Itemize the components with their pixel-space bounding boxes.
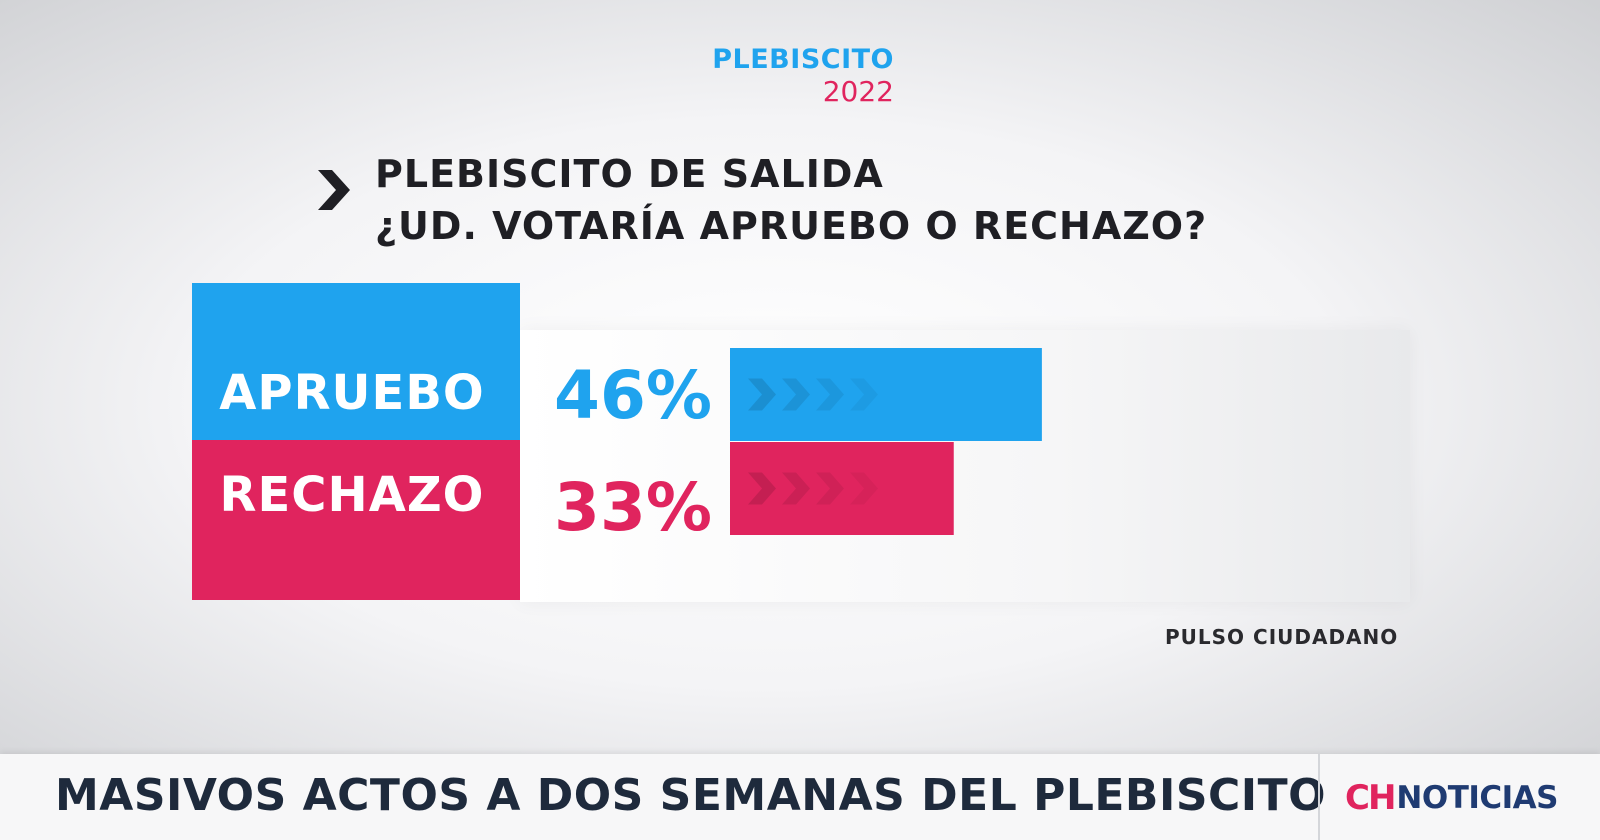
value-label-apruebo: 46% [554,357,712,434]
value-label-rechazo: 33% [554,469,712,546]
plebiscito-brand: PLEBISCITO 2022 [704,44,894,108]
brand-line2: 2022 [822,75,894,108]
chevrons-icon [782,378,810,411]
chevrons-icon [816,472,844,505]
chevrons-icon [816,378,844,411]
chevrons-icon [850,472,878,505]
ticker-headline: MASIVOS ACTOS A DOS SEMANAS DEL PLEBISCI… [55,770,1327,821]
question-line2: ¿UD. VOTARÍA APRUEBO O RECHAZO? [375,204,1208,248]
bar-rechazo [730,442,954,535]
category-block-rechazo [192,440,520,600]
channel-logo: CH NOTICIAS [1345,778,1559,818]
category-label-rechazo: RECHAZO [220,467,485,523]
chevrons-icon [782,472,810,505]
ticker-divider [1318,754,1320,840]
logo-word: NOTICIAS [1396,780,1559,816]
chevron-right-icon [318,170,350,210]
logo-mark: CH [1345,778,1396,818]
source-label: PULSO CIUDADANO [1165,625,1399,649]
chevrons-icon [850,378,878,411]
news-ticker: MASIVOS ACTOS A DOS SEMANAS DEL PLEBISCI… [0,754,1600,840]
chevrons-icon [748,378,776,411]
category-label-apruebo: APRUEBO [219,365,484,421]
bar-apruebo [730,348,1042,441]
brand-line1: PLEBISCITO [712,44,894,75]
category-block-apruebo [192,283,520,440]
chevrons-icon [748,472,776,505]
question-line1: PLEBISCITO DE SALIDA [375,152,884,196]
question-title: PLEBISCITO DE SALIDA ¿UD. VOTARÍA APRUEB… [375,148,1207,252]
